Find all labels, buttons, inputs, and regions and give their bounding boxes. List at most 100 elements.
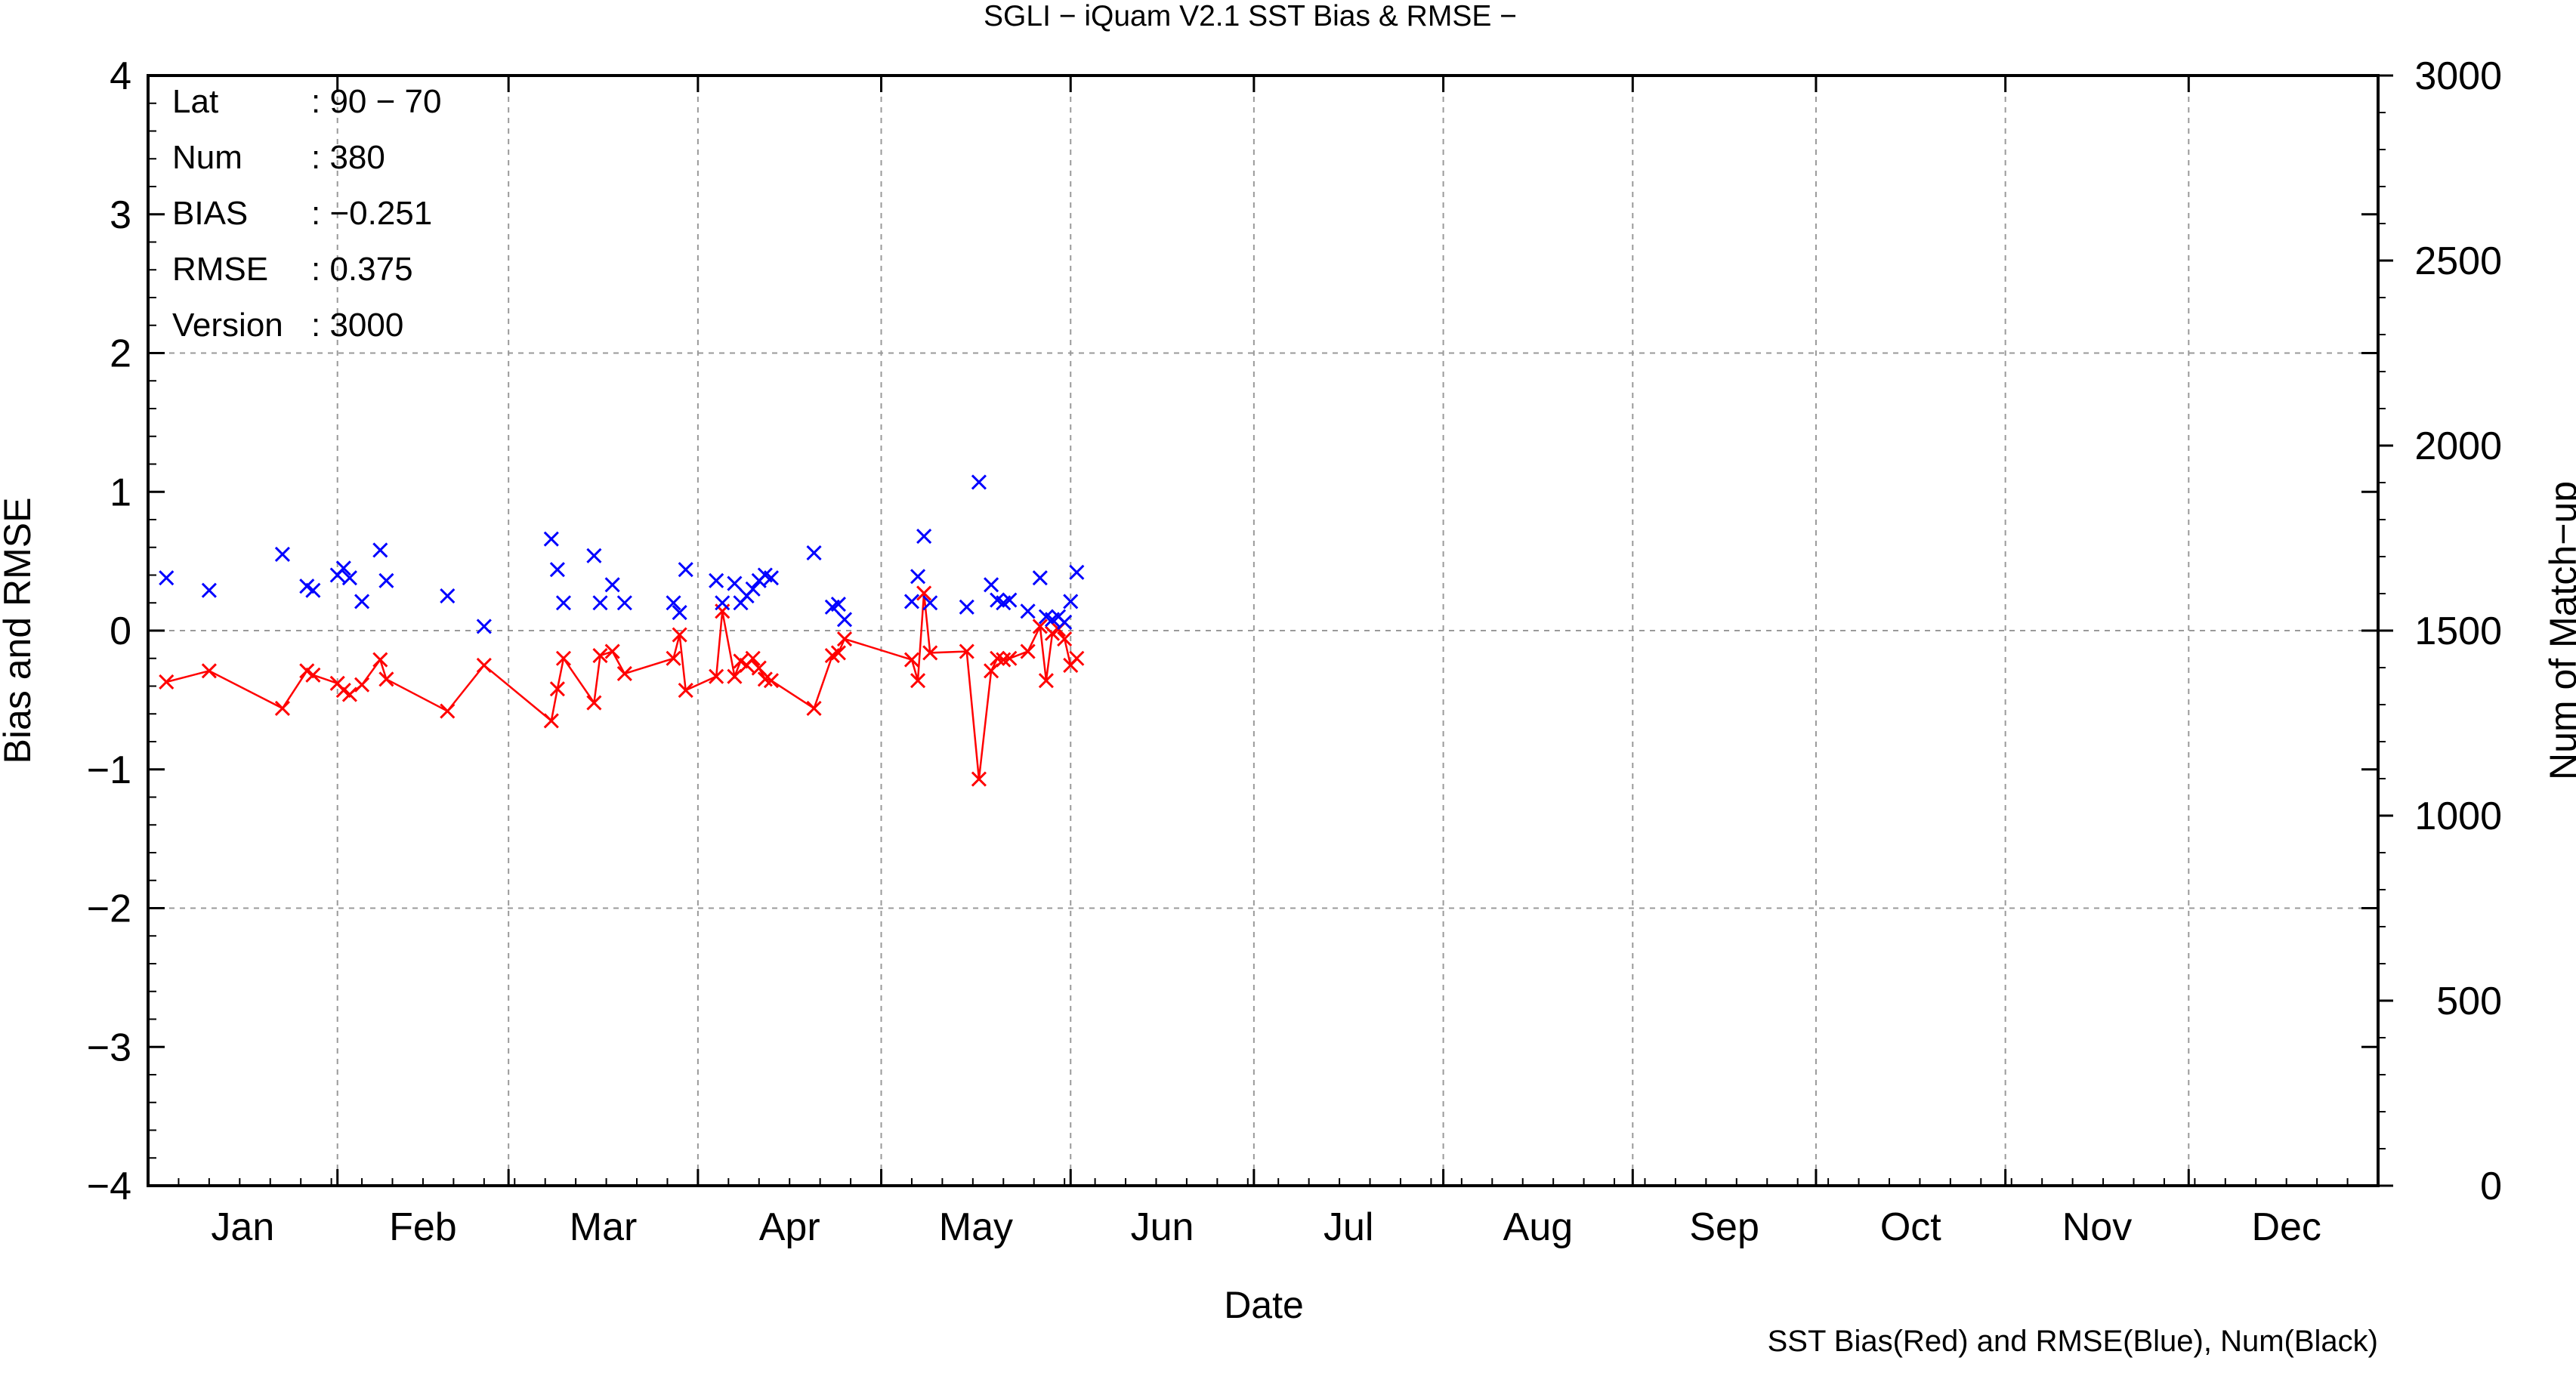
y-tick-label: −1 bbox=[87, 748, 131, 792]
x-tick-label: Jul bbox=[1324, 1205, 1373, 1249]
sst-bias-point bbox=[440, 703, 456, 719]
rmse-point bbox=[586, 548, 602, 563]
series-rmse bbox=[159, 474, 1085, 634]
rmse-point bbox=[341, 570, 357, 586]
sst-bias-point bbox=[201, 663, 217, 679]
rmse-point bbox=[549, 562, 565, 578]
rmse-point bbox=[1002, 592, 1018, 608]
rmse-point bbox=[159, 570, 175, 586]
rmse-point bbox=[709, 572, 724, 588]
sst-bias-point bbox=[666, 650, 681, 666]
rmse-point bbox=[678, 562, 693, 578]
x-tick-label: Aug bbox=[1503, 1205, 1574, 1249]
rmse-point bbox=[715, 595, 730, 611]
y-tick-label: 1 bbox=[110, 471, 131, 514]
rmse-point bbox=[959, 599, 974, 615]
sst-bias-point bbox=[1038, 673, 1054, 689]
x-tick-label: Apr bbox=[759, 1205, 820, 1249]
y2-tick-label: 1000 bbox=[2414, 794, 2502, 838]
rmse-point bbox=[372, 542, 388, 558]
sst-bias-point bbox=[159, 674, 175, 690]
x-tick-label: Dec bbox=[2251, 1205, 2321, 1249]
rmse-point bbox=[763, 570, 780, 586]
rmse-point bbox=[543, 531, 559, 547]
rmse-point bbox=[1057, 614, 1073, 631]
sst-bias-point bbox=[1069, 650, 1085, 666]
stat-label: Num bbox=[172, 139, 242, 176]
sst-bias-point bbox=[354, 677, 370, 693]
stat-value: : −0.251 bbox=[311, 195, 432, 232]
rmse-point bbox=[745, 581, 761, 597]
rmse-point bbox=[616, 595, 632, 611]
sst-bias-point bbox=[555, 650, 572, 666]
rmse-point bbox=[305, 582, 321, 598]
sst-bias-point bbox=[745, 650, 761, 666]
rmse-point bbox=[274, 546, 290, 562]
stat-value: : 3000 bbox=[311, 307, 403, 344]
stat-value: : 90 − 70 bbox=[311, 83, 441, 120]
stats-box: Lat: 90 − 70 Num: 380 BIAS: −0.251 RMSE: 0.… bbox=[172, 83, 441, 344]
rmse-point bbox=[555, 595, 572, 611]
rmse-point bbox=[604, 577, 620, 593]
rmse-point bbox=[903, 594, 920, 609]
sst-bias-point bbox=[586, 695, 602, 711]
stat-label: BIAS bbox=[172, 195, 248, 232]
sst-bias-point bbox=[971, 771, 987, 787]
sst-bias-point bbox=[592, 648, 608, 664]
x-tick-label: Jan bbox=[211, 1205, 274, 1249]
sst-bias-point bbox=[806, 700, 822, 716]
sst-bias-point bbox=[830, 645, 846, 661]
y2-tick-label: 1500 bbox=[2414, 609, 2502, 653]
grid-layer bbox=[148, 76, 2378, 1186]
stat-label: Version bbox=[172, 307, 283, 344]
rmse-point bbox=[984, 577, 999, 593]
x-tick-label: Oct bbox=[1880, 1205, 1941, 1249]
sst-bias-point bbox=[476, 657, 492, 673]
sst-bias-point bbox=[836, 631, 853, 647]
rmse-point bbox=[201, 582, 217, 598]
y2-tick-label: 2500 bbox=[2414, 239, 2502, 283]
x-tick-label: May bbox=[939, 1205, 1013, 1249]
x-axis-label: Date bbox=[1224, 1284, 1304, 1326]
sst-bias-point bbox=[274, 700, 290, 716]
x-tick-label: Feb bbox=[389, 1205, 457, 1249]
stat-value: : 0.375 bbox=[311, 251, 413, 288]
y-tick-label: −3 bbox=[87, 1026, 131, 1069]
sst-bias-point bbox=[727, 668, 743, 684]
sst-bias-point bbox=[305, 667, 321, 683]
sst-bias-point bbox=[672, 627, 687, 643]
y2-tick-label: 3000 bbox=[2414, 54, 2502, 98]
y2-tick-label: 2000 bbox=[2414, 424, 2502, 468]
sst-bias-point bbox=[763, 673, 780, 689]
x-tick-label: Nov bbox=[2062, 1205, 2132, 1249]
sst-bias-point bbox=[616, 665, 632, 682]
y2-tick-label: 500 bbox=[2436, 980, 2502, 1023]
rmse-point bbox=[922, 595, 938, 611]
rmse-point bbox=[476, 619, 492, 634]
sst-bias-point bbox=[984, 663, 999, 679]
sst-bias-point bbox=[372, 652, 388, 668]
sst-bias-point bbox=[910, 673, 926, 689]
stat-value: : 380 bbox=[311, 139, 385, 176]
rmse-point bbox=[836, 612, 853, 628]
sst-bias-point bbox=[1057, 631, 1073, 647]
series-layer bbox=[159, 474, 1085, 787]
y-axis-label: Bias and RMSE bbox=[0, 498, 39, 764]
chart-caption: SST Bias(Red) and RMSE(Blue), Num(Black) bbox=[1768, 1325, 2378, 1358]
rmse-point bbox=[830, 597, 846, 612]
rmse-point bbox=[910, 569, 926, 585]
sst-bias-point bbox=[916, 585, 932, 601]
y-tick-label: 4 bbox=[110, 54, 131, 98]
rmse-point bbox=[672, 605, 687, 621]
rmse-point bbox=[354, 594, 370, 609]
sst-bias-point bbox=[604, 643, 620, 659]
x-tick-label: Jun bbox=[1131, 1205, 1194, 1249]
sst-bias-point bbox=[341, 686, 357, 702]
sst-bias-point bbox=[922, 645, 938, 661]
sst-bias-point bbox=[709, 668, 724, 684]
rmse-point bbox=[971, 474, 987, 490]
sst-bias-point bbox=[959, 643, 974, 659]
rmse-point bbox=[916, 528, 932, 545]
